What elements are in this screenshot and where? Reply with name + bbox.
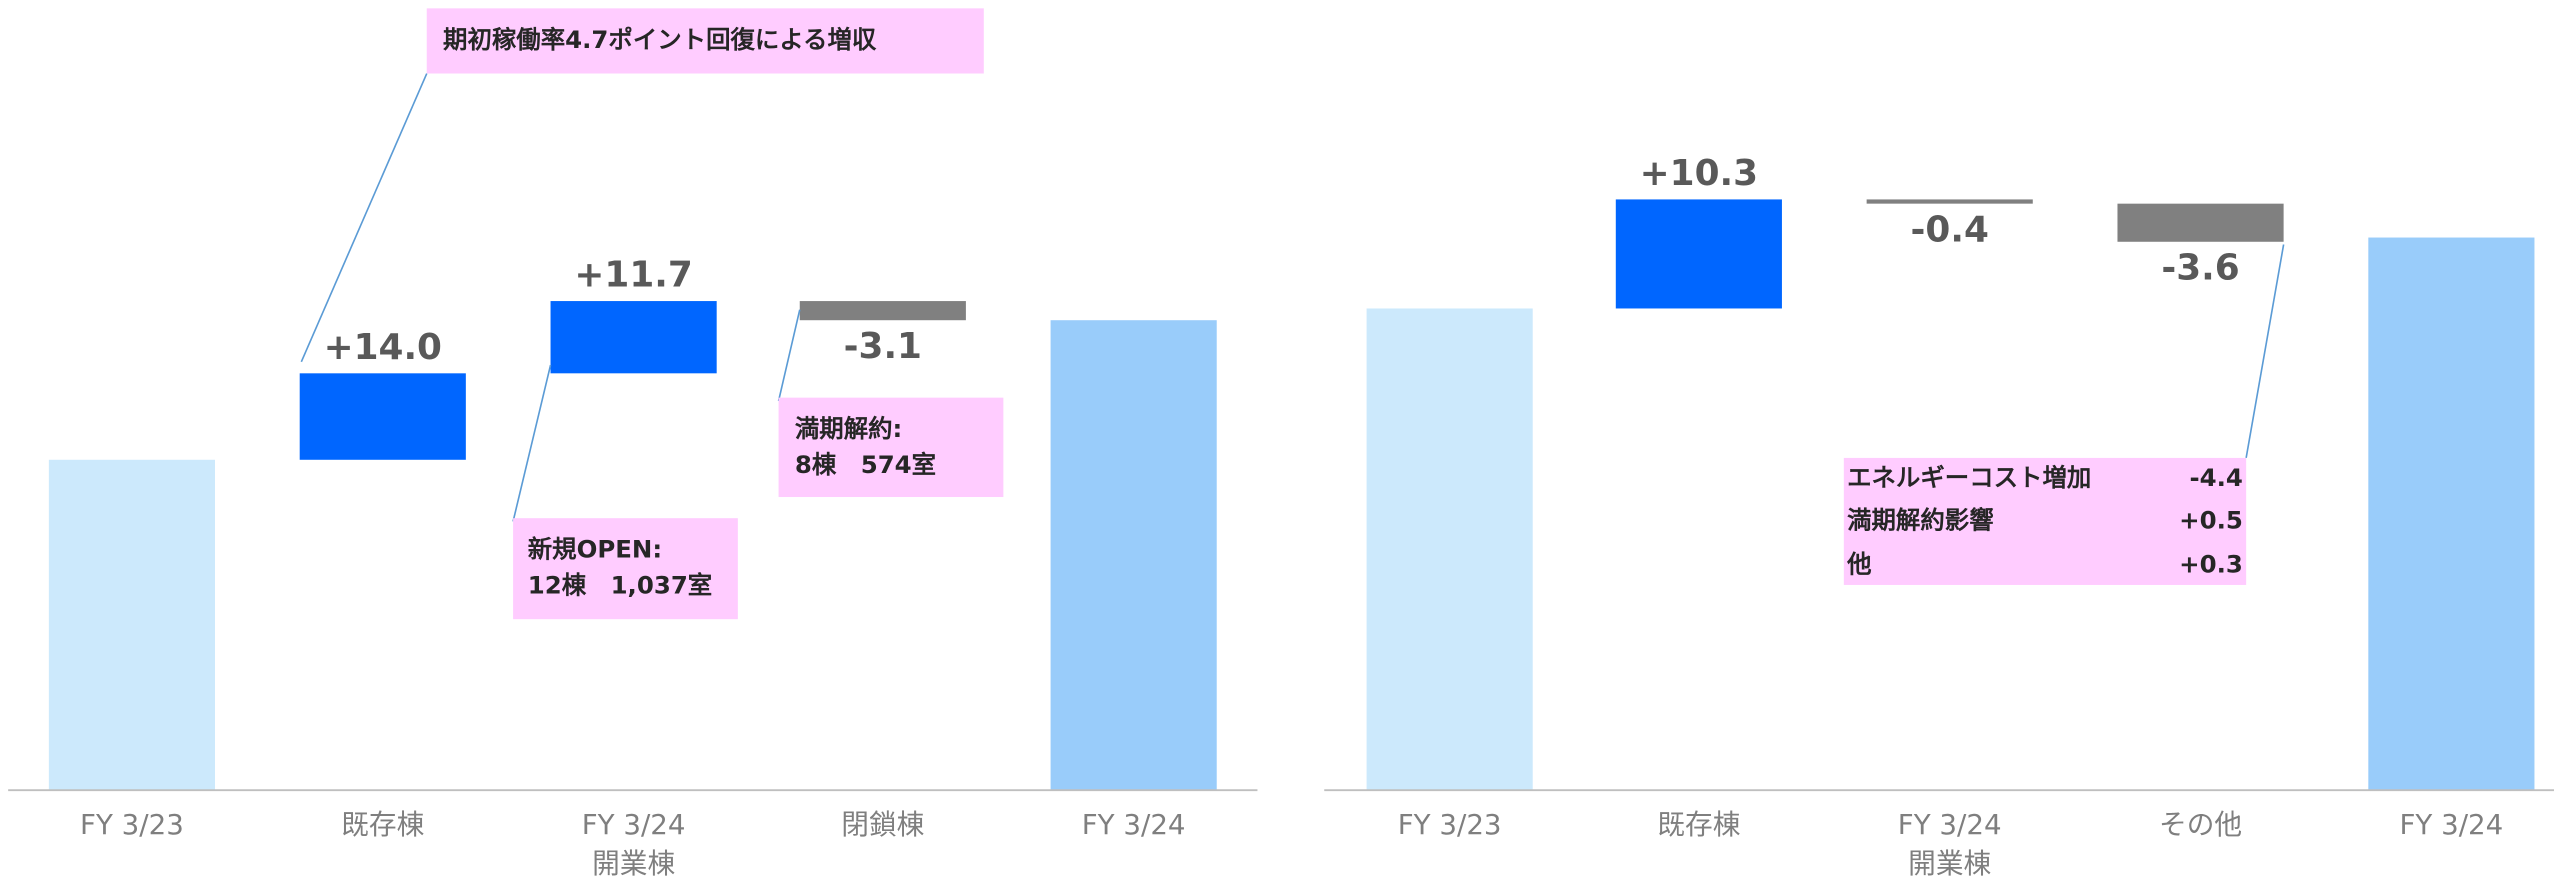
annotation-text: 8棟 574室	[795, 450, 936, 479]
bar	[2117, 203, 2284, 242]
x-tick-label: FY 3/24	[1082, 808, 1186, 841]
annotation-box	[513, 518, 738, 620]
bar	[1366, 308, 1533, 791]
x-tick-label: FY 3/24	[1898, 808, 2002, 841]
annotation-box	[1843, 457, 2247, 585]
annotation-text: エネルギーコスト増加	[1847, 463, 2091, 492]
value-label: +14.0	[324, 327, 442, 368]
x-tick-label: 既存棟	[1657, 808, 1740, 841]
callout-line	[300, 73, 428, 363]
value-label: -3.6	[2161, 247, 2239, 288]
bar	[1866, 199, 2033, 204]
annotation-text: -4.4	[2189, 463, 2242, 492]
annotation-text: 満期解約:	[795, 414, 902, 443]
x-tick-label: 既存棟	[341, 808, 424, 841]
callout-line	[512, 364, 552, 522]
x-tick-label: 開業棟	[1908, 847, 1991, 880]
value-label: -3.1	[844, 326, 922, 367]
bar	[48, 459, 216, 791]
annotation-text: +0.3	[2179, 549, 2243, 578]
x-tick-label: FY 3/24	[582, 808, 686, 841]
bar	[1050, 320, 1217, 791]
annotation-text: 12棟 1,037室	[528, 571, 713, 600]
annotation-text: +0.5	[2179, 505, 2243, 534]
bar	[1615, 199, 1782, 309]
x-tick-label: FY 3/23	[80, 808, 184, 841]
value-label: -0.4	[1911, 209, 1989, 250]
annotation-box	[778, 397, 1004, 498]
x-tick-label: 閉鎖棟	[841, 808, 924, 841]
annotation-text: 期初稼働率4.7ポイント回復による増収	[443, 25, 877, 54]
bar	[799, 301, 966, 321]
callout-line	[777, 309, 801, 402]
x-tick-label: 開業棟	[592, 847, 675, 880]
bar	[2368, 237, 2535, 791]
bar	[550, 301, 717, 374]
annotation-box	[426, 8, 984, 74]
annotation-text: 満期解約影響	[1847, 505, 1994, 534]
x-tick-label: その他	[2159, 808, 2242, 841]
bar	[299, 373, 466, 460]
value-label: +10.3	[1640, 153, 1758, 194]
annotation-text: 新規OPEN:	[528, 535, 662, 564]
value-label: +11.7	[574, 255, 692, 296]
x-tick-label: FY 3/24	[2399, 808, 2503, 841]
callout-line	[2245, 244, 2285, 459]
annotation-text: 他	[1846, 549, 1871, 578]
x-tick-label: FY 3/23	[1398, 808, 1502, 841]
